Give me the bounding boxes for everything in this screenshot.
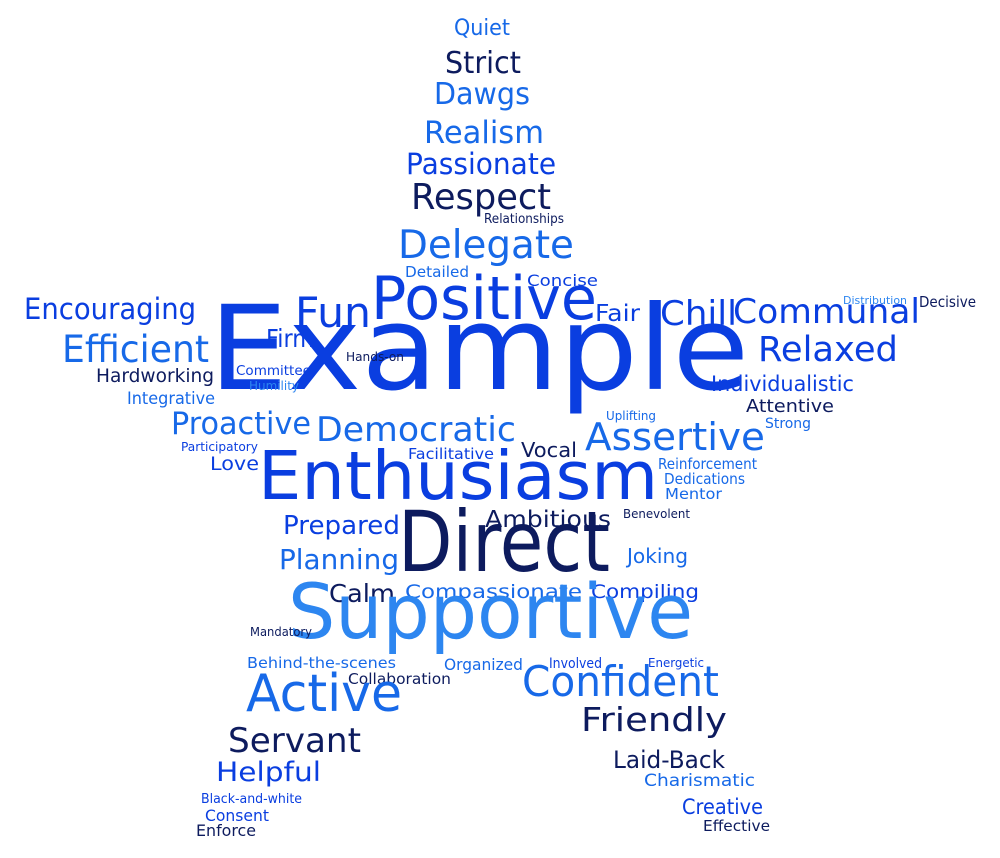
word-efficient: Efficient — [62, 328, 210, 371]
word-relaxed: Relaxed — [758, 330, 898, 370]
word-respect: Respect — [411, 177, 552, 218]
word-attentive: Attentive — [746, 396, 834, 417]
word-hands-on: Hands-on — [346, 350, 404, 364]
word-enforce: Enforce — [196, 821, 257, 840]
word-individualistic: Individualistic — [711, 372, 854, 396]
word-strong: Strong — [765, 416, 812, 432]
word-positive: Positive — [371, 264, 597, 334]
word-energetic: Energetic — [648, 656, 705, 670]
word-dedications: Dedications — [664, 470, 746, 488]
word-ambitious: Ambitious — [485, 507, 611, 533]
word-delegate: Delegate — [398, 223, 574, 268]
word-chill: Chill — [660, 294, 738, 334]
word-strict: Strict — [445, 46, 521, 81]
word-compassionate: Compassionate — [405, 581, 582, 603]
word-effective: Effective — [703, 817, 771, 835]
word-consent: Consent — [205, 806, 269, 825]
word-black-and-white: Black-and-white — [201, 792, 303, 807]
word-behind-the-scenes: Behind-the-scenes — [247, 654, 397, 672]
word-passionate: Passionate — [406, 147, 557, 181]
word-uplifting: Uplifting — [606, 409, 656, 423]
word-example: Example — [209, 280, 750, 417]
word-decisive: Decisive — [919, 293, 977, 311]
word-dawgs: Dawgs — [434, 77, 530, 112]
word-joking: Joking — [627, 544, 689, 568]
word-love: Love — [210, 453, 259, 475]
word-hardworking: Hardworking — [96, 365, 215, 387]
word-planning: Planning — [279, 543, 400, 576]
word-relationships: Relationships — [484, 212, 564, 227]
word-confident: Confident — [522, 657, 719, 706]
word-committee: Committee — [236, 364, 311, 379]
word-concise: Concise — [527, 271, 598, 290]
word-laid-back: Laid-Back — [613, 746, 726, 774]
word-quiet: Quiet — [454, 16, 510, 41]
word-collaboration: Collaboration — [348, 670, 451, 688]
word-facilitative: Facilitative — [408, 445, 494, 463]
word-compiling: Compiling — [591, 581, 699, 603]
word-helpful: Helpful — [216, 757, 321, 788]
word-enthusiasm: Enthusiasm — [258, 437, 659, 515]
word-supportive: Supportive — [288, 567, 694, 656]
word-benevolent: Benevolent — [623, 507, 690, 521]
word-proactive: Proactive — [171, 406, 311, 442]
word-mentor: Mentor — [665, 485, 722, 503]
word-servant: Servant — [228, 721, 361, 761]
word-fair: Fair — [595, 301, 641, 327]
word-democratic: Democratic — [316, 410, 516, 450]
word-assertive: Assertive — [585, 415, 765, 459]
word-organized: Organized — [444, 655, 523, 674]
word-creative: Creative — [682, 795, 764, 819]
word-involved: Involved — [549, 656, 602, 672]
word-fun: Fun — [295, 288, 372, 337]
word-direct: Direct — [398, 493, 611, 591]
word-participatory: Participatory — [181, 440, 259, 454]
word-humility: Humility — [249, 379, 299, 393]
word-communal: Communal — [733, 292, 920, 332]
word-integrative: Integrative — [127, 389, 216, 409]
word-mandatory: Mandatory — [250, 625, 312, 639]
word-distribution: Distribution — [843, 294, 907, 307]
word-active: Active — [246, 664, 403, 724]
word-friendly: Friendly — [581, 700, 727, 739]
word-reinforcement: Reinforcement — [658, 455, 758, 473]
word-vocal: Vocal — [521, 438, 578, 462]
word-charismatic: Charismatic — [644, 771, 755, 791]
word-calm: Calm — [329, 579, 396, 608]
word-encouraging: Encouraging — [24, 292, 197, 326]
word-prepared: Prepared — [283, 511, 400, 541]
word-firm: Firm — [266, 324, 315, 353]
word-detailed: Detailed — [405, 263, 470, 281]
word-realism: Realism — [424, 115, 544, 151]
